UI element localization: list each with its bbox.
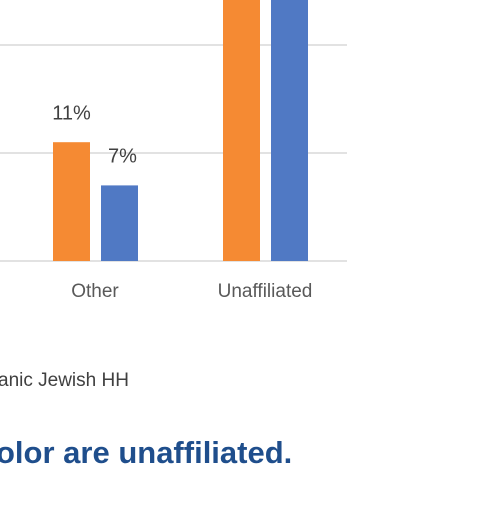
x-tick-label: Unaffiliated bbox=[218, 281, 313, 302]
bar bbox=[223, 0, 260, 261]
bar bbox=[271, 0, 308, 262]
bar bbox=[101, 185, 138, 261]
bar bbox=[53, 142, 90, 261]
data-label: 7% bbox=[108, 146, 137, 168]
caption: anic Jewish HH bbox=[0, 370, 129, 391]
data-label: 11% bbox=[52, 102, 91, 124]
headline: olor are unaffiliated. bbox=[0, 435, 292, 470]
x-tick-label: Other bbox=[71, 281, 119, 302]
